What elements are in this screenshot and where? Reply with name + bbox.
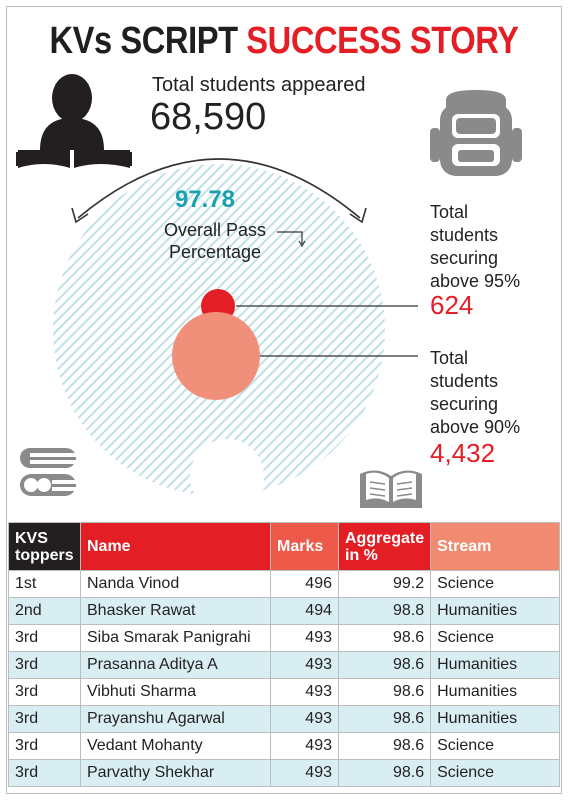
name-cell: Prayanshu Agarwal — [80, 705, 271, 733]
column-header-kvs-toppers: KVS toppers — [8, 522, 81, 571]
arc-arrow-right — [349, 207, 367, 224]
headline-part1: KVs SCRIPT — [49, 20, 238, 62]
column-header-aggregate: Aggregate in % — [337, 522, 432, 571]
name-cell: Parvathy Shekhar — [80, 759, 271, 787]
table-row: 3rd Siba Smarak Panigrahi 493 98.6 Scien… — [8, 624, 560, 652]
arc-arrow-left — [71, 207, 89, 224]
above95-label-line: students — [430, 225, 499, 245]
above90-value: 4,432 — [430, 438, 496, 468]
stream-cell: Humanities — [430, 651, 560, 679]
bubble-above-90 — [172, 312, 260, 400]
table-row: 2nd Bhasker Rawat 494 98.8 Humanities — [8, 597, 560, 625]
marks-cell: 496 — [270, 570, 339, 598]
above95-label: Total students securing above 95% — [430, 201, 520, 293]
name-cell: Vedant Mohanty — [80, 732, 271, 760]
table-row: 3rd Parvathy Shekhar 493 98.6 Science — [8, 759, 560, 787]
above90-label-line: above 90% — [430, 417, 521, 437]
above90-label-line: Total — [430, 348, 469, 368]
marks-cell: 493 — [270, 705, 339, 733]
pass-pointer — [277, 231, 303, 244]
pass-label-line2: Percentage — [168, 242, 262, 262]
table-row: 1st Nanda Vinod 496 99.2 Science — [8, 570, 560, 598]
above90-label-line: students — [430, 371, 499, 391]
rank-cell: 3rd — [8, 705, 81, 733]
marks-cell: 493 — [270, 732, 339, 760]
aggregate-cell: 98.6 — [337, 624, 432, 652]
rank-cell: 2nd — [8, 597, 81, 625]
appeared-label: Total students appeared — [152, 74, 366, 96]
rank-cell: 3rd — [8, 624, 81, 652]
name-cell: Nanda Vinod — [80, 570, 271, 598]
above90-label-line: securing — [430, 394, 499, 414]
name-cell: Vibhuti Sharma — [80, 678, 271, 706]
reader-icon — [16, 74, 132, 168]
aggregate-cell: 98.6 — [337, 705, 432, 733]
aggregate-cell: 98.6 — [337, 678, 432, 706]
above90-label: Total students securing above 90% — [430, 347, 520, 439]
marks-cell: 493 — [270, 624, 339, 652]
open-book-icon — [360, 470, 422, 508]
above95-label-line: securing — [430, 248, 499, 268]
table-header-row: KVS toppers Name Marks Aggregate in % St… — [8, 522, 560, 571]
table-row: 3rd Vibhuti Sharma 493 98.6 Humanities — [8, 678, 560, 706]
pass-label-line1: Overall Pass — [163, 220, 267, 240]
table-row: 3rd Prayanshu Agarwal 493 98.6 Humanitie… — [8, 705, 560, 733]
aggregate-cell: 98.6 — [337, 651, 432, 679]
stream-cell: Science — [430, 759, 560, 787]
stream-cell: Humanities — [430, 678, 560, 706]
marks-cell: 494 — [270, 597, 339, 625]
backpack-icon — [430, 90, 522, 176]
table-row: 3rd Prasanna Aditya A 493 98.6 Humanitie… — [8, 651, 560, 679]
table-row: 3rd Vedant Mohanty 493 98.6 Science — [8, 732, 560, 760]
toppers-table: KVS toppers Name Marks Aggregate in % St… — [8, 522, 560, 787]
aggregate-cell: 99.2 — [337, 570, 432, 598]
stream-cell: Science — [430, 624, 560, 652]
rank-cell: 1st — [8, 570, 81, 598]
name-cell: Siba Smarak Panigrahi — [80, 624, 271, 652]
headline: KVs SCRIPT SUCCESS STORY — [40, 20, 528, 63]
stream-cell: Science — [430, 732, 560, 760]
above95-value: 624 — [430, 290, 474, 320]
name-cell: Prasanna Aditya A — [80, 651, 271, 679]
infographic-frame — [6, 6, 562, 794]
pass-value: 97.78 — [174, 186, 236, 213]
stream-cell: Humanities — [430, 597, 560, 625]
aggregate-cell: 98.8 — [337, 597, 432, 625]
above95-label-line: above 95% — [430, 271, 521, 291]
column-header-marks: Marks — [270, 522, 339, 571]
aggregate-cell: 98.6 — [337, 759, 432, 787]
pass-pointer-head — [298, 240, 306, 248]
headline-part2: SUCCESS STORY — [246, 20, 519, 62]
marks-cell: 493 — [270, 678, 339, 706]
rank-cell: 3rd — [8, 759, 81, 787]
rank-cell: 3rd — [8, 678, 81, 706]
stream-cell: Humanities — [430, 705, 560, 733]
stream-cell: Science — [430, 570, 560, 598]
column-header-stream: Stream — [430, 522, 560, 571]
above95-label-line: Total — [430, 202, 469, 222]
pass-label: Overall Pass Percentage — [150, 219, 280, 263]
rank-cell: 3rd — [8, 651, 81, 679]
books-stack-icon — [20, 448, 76, 496]
column-header-name: Name — [80, 522, 271, 571]
rank-cell: 3rd — [8, 732, 81, 760]
appeared-arc — [77, 158, 361, 219]
circle-notch — [190, 439, 264, 513]
marks-cell: 493 — [270, 759, 339, 787]
appeared-value: 68,590 — [150, 96, 267, 138]
marks-cell: 493 — [270, 651, 339, 679]
name-cell: Bhasker Rawat — [80, 597, 271, 625]
aggregate-cell: 98.6 — [337, 732, 432, 760]
infographic-graphic — [16, 74, 522, 513]
